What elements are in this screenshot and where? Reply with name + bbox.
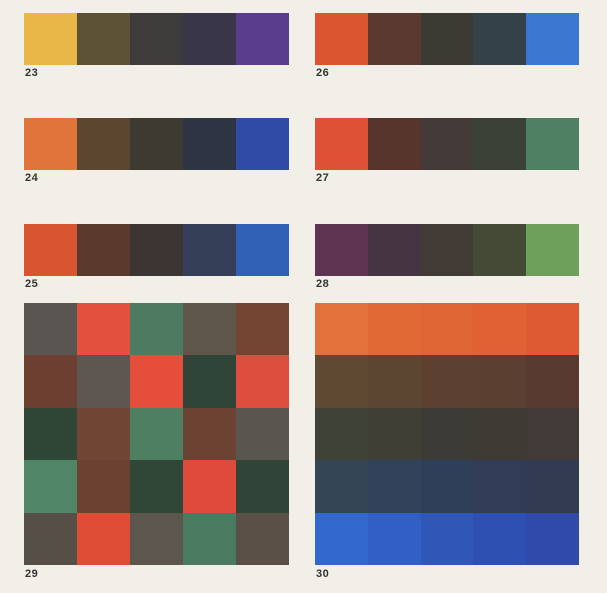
plate-label-25: 25 (25, 278, 39, 290)
swatch-25-4 (183, 224, 236, 276)
swatch-30-r3c5 (526, 407, 579, 461)
swatch-30-r2c2 (367, 355, 421, 408)
swatch-29-r1c2 (77, 303, 130, 356)
swatch-30-r1c5 (526, 303, 579, 356)
swatch-25-5 (236, 224, 289, 276)
swatch-27-2 (367, 118, 421, 170)
swatch-23-5 (236, 13, 289, 65)
swatch-28-1 (315, 224, 368, 276)
plate-label-27: 27 (316, 172, 330, 184)
plate-label-30: 30 (316, 568, 330, 580)
swatch-26-3 (420, 13, 474, 65)
swatch-28-2 (367, 224, 421, 276)
swatch-24-2 (77, 118, 130, 170)
swatch-29-r4c5 (236, 460, 289, 513)
swatch-30-r1c3 (420, 303, 474, 356)
color-plate-23 (24, 13, 289, 65)
swatch-30-r2c4 (473, 355, 527, 408)
swatch-30-r1c1 (315, 303, 368, 356)
swatch-24-3 (130, 118, 183, 170)
swatch-29-r4c3 (130, 460, 183, 513)
swatch-30-r4c4 (473, 460, 527, 513)
swatch-27-5 (526, 118, 579, 170)
swatch-30-r2c5 (526, 355, 579, 408)
swatch-29-r3c5 (236, 407, 289, 461)
swatch-29-r5c4 (183, 512, 236, 565)
swatch-29-r5c5 (236, 512, 289, 565)
swatch-30-r4c2 (367, 460, 421, 513)
swatch-30-r3c4 (473, 407, 527, 461)
color-plate-24 (24, 118, 289, 170)
plate-label-28: 28 (316, 278, 330, 290)
swatch-30-r5c4 (473, 512, 527, 565)
swatch-30-r3c2 (367, 407, 421, 461)
swatch-26-1 (315, 13, 368, 65)
swatch-23-3 (130, 13, 183, 65)
swatch-26-2 (367, 13, 421, 65)
swatch-29-r5c2 (77, 512, 130, 565)
swatch-29-r5c3 (130, 512, 183, 565)
swatch-23-4 (183, 13, 236, 65)
swatch-24-4 (183, 118, 236, 170)
swatch-29-r1c4 (183, 303, 236, 356)
swatch-29-r1c1 (24, 303, 77, 356)
swatch-30-r4c1 (315, 460, 368, 513)
swatch-30-r5c3 (420, 512, 474, 565)
swatch-30-r5c5 (526, 512, 579, 565)
swatch-29-r4c1 (24, 460, 77, 513)
swatch-30-r3c1 (315, 407, 368, 461)
swatch-30-r2c1 (315, 355, 368, 408)
color-plate-28 (315, 224, 579, 276)
color-plate-27 (315, 118, 579, 170)
swatch-30-r3c3 (420, 407, 474, 461)
swatch-27-1 (315, 118, 368, 170)
swatch-26-5 (526, 13, 579, 65)
swatch-26-4 (473, 13, 527, 65)
swatch-25-2 (77, 224, 130, 276)
swatch-27-4 (473, 118, 527, 170)
color-plate-30 (315, 303, 579, 565)
swatch-25-1 (24, 224, 77, 276)
swatch-30-r5c1 (315, 512, 368, 565)
swatch-29-r3c2 (77, 407, 130, 461)
swatch-29-r2c3 (130, 355, 183, 408)
swatch-29-r4c2 (77, 460, 130, 513)
plate-label-26: 26 (316, 67, 330, 79)
plate-label-24: 24 (25, 172, 39, 184)
swatch-29-r2c2 (77, 355, 130, 408)
swatch-28-5 (526, 224, 579, 276)
swatch-30-r1c4 (473, 303, 527, 356)
plate-label-23: 23 (25, 67, 39, 79)
swatch-30-r4c5 (526, 460, 579, 513)
swatch-29-r3c3 (130, 407, 183, 461)
plate-label-29: 29 (25, 568, 39, 580)
swatch-29-r1c3 (130, 303, 183, 356)
swatch-30-r2c3 (420, 355, 474, 408)
swatch-25-3 (130, 224, 183, 276)
swatch-23-2 (77, 13, 130, 65)
swatch-27-3 (420, 118, 474, 170)
swatch-30-r1c2 (367, 303, 421, 356)
swatch-24-1 (24, 118, 77, 170)
swatch-23-1 (24, 13, 77, 65)
swatch-29-r4c4 (183, 460, 236, 513)
swatch-24-5 (236, 118, 289, 170)
swatch-29-r2c1 (24, 355, 77, 408)
swatch-29-r2c5 (236, 355, 289, 408)
swatch-29-r1c5 (236, 303, 289, 356)
swatch-29-r5c1 (24, 512, 77, 565)
swatch-29-r2c4 (183, 355, 236, 408)
swatch-28-4 (473, 224, 527, 276)
color-plate-29 (24, 303, 289, 565)
swatch-30-r4c3 (420, 460, 474, 513)
swatch-30-r5c2 (367, 512, 421, 565)
swatch-28-3 (420, 224, 474, 276)
color-plate-26 (315, 13, 579, 65)
color-plate-25 (24, 224, 289, 276)
swatch-29-r3c4 (183, 407, 236, 461)
swatch-29-r3c1 (24, 407, 77, 461)
